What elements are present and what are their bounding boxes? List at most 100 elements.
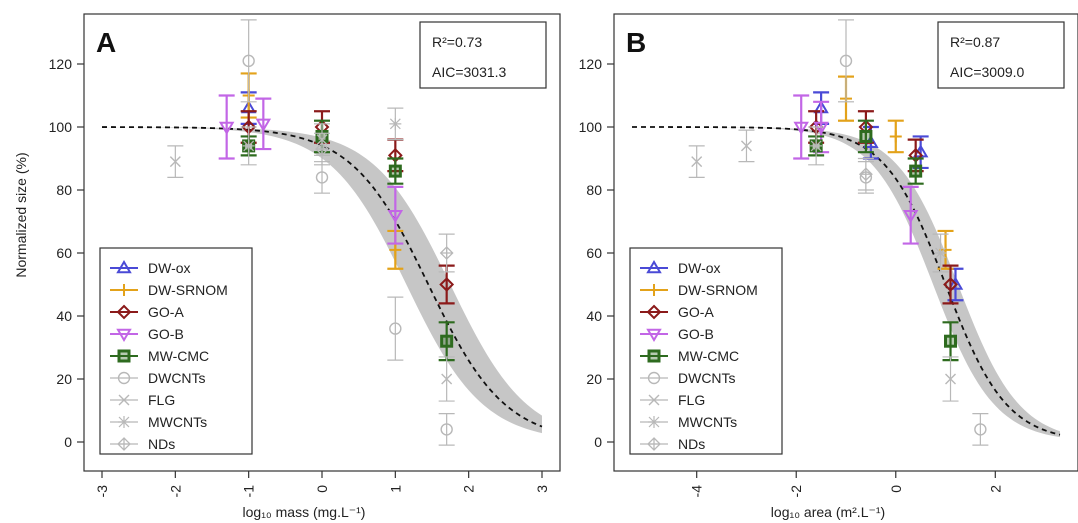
legend-label: GO-A [678, 304, 714, 320]
legend-marker [647, 371, 661, 385]
legend-label: MW-CMC [148, 348, 209, 364]
confidence-band [632, 127, 1060, 438]
data-point [439, 277, 455, 292]
data-point [387, 210, 404, 224]
x-tick-label: 2 [461, 485, 477, 493]
legend-label: DW-ox [678, 260, 721, 276]
x-tick-label: 0 [888, 485, 904, 493]
legend-item: DWCNTs [640, 370, 736, 386]
legend-label: DW-SRNOM [148, 282, 228, 298]
legend-item: MW-CMC [640, 348, 739, 364]
y-tick-label: 40 [56, 308, 72, 324]
legend-label: FLG [148, 392, 175, 408]
data-point [315, 142, 329, 156]
x-tick-label: 2 [987, 485, 1003, 493]
legend-item: GO-A [640, 304, 714, 320]
legend-marker [646, 328, 662, 342]
error-bar [387, 296, 404, 361]
legend-item: MW-CMC [110, 348, 209, 364]
data-point [858, 167, 873, 182]
fit-group [631, 126, 1061, 438]
y-tick-label: 40 [586, 308, 602, 324]
x-tick-label: 0 [314, 485, 330, 493]
legend-item: DW-SRNOM [640, 282, 758, 298]
data-point [255, 118, 272, 132]
data-point [389, 322, 402, 335]
legend-label: MWCNTs [678, 414, 737, 430]
error-bar [218, 94, 235, 160]
legend-marker [117, 437, 131, 451]
data-point [974, 423, 987, 436]
data-point [793, 121, 809, 135]
data-point [939, 243, 952, 256]
data-point [242, 54, 255, 68]
y-tick-label: 120 [49, 56, 73, 72]
legend-item: DWCNTs [110, 370, 206, 386]
data-point [902, 210, 919, 224]
error-bar [387, 157, 404, 185]
x-tick-label: -2 [167, 485, 183, 498]
error-bar [438, 413, 455, 446]
legend-label: GO-B [148, 326, 184, 342]
data-point [440, 334, 454, 348]
y-axis-label: Normalized size (%) [13, 152, 29, 277]
legend-label: MW-CMC [678, 348, 739, 364]
x-axis-label: log₁₀ area (m².L⁻¹) [771, 504, 885, 520]
series-NDs [857, 157, 874, 191]
data-point [242, 139, 255, 152]
legend-marker [648, 416, 660, 428]
stats-box [419, 21, 547, 89]
x-tick-label: -3 [94, 485, 110, 498]
data-point [813, 121, 829, 135]
error-bar [387, 185, 404, 245]
legend-label: DWCNTs [148, 370, 206, 386]
legend-label: GO-A [148, 304, 184, 320]
legend-item: DW-SRNOM [110, 282, 228, 298]
data-point [439, 246, 454, 260]
x-tick-label: 3 [534, 485, 550, 493]
data-point [839, 54, 853, 68]
error-bar [907, 157, 924, 185]
panel-letter: B [626, 27, 646, 58]
legend-marker [116, 304, 132, 320]
data-point [944, 334, 958, 348]
legend-label: DWCNTs [678, 370, 736, 386]
y-tick-label: 60 [56, 245, 72, 261]
series-NDs [314, 132, 455, 273]
legend-marker [646, 304, 662, 320]
legend-marker [646, 260, 662, 274]
data-point [441, 373, 453, 385]
error-bar [902, 185, 919, 245]
error-bar [972, 413, 989, 446]
data-point [810, 139, 823, 152]
y-tick-label: 20 [586, 371, 602, 387]
panel-A: 0 20 40 60 80 100 120 -3 -2 -1 0 1 2 3 log₁₀ mass (mg.… [49, 13, 561, 520]
legend-item: MWCNTs [640, 414, 737, 430]
error-bar [857, 119, 874, 154]
data-point [169, 156, 181, 168]
data-point [389, 243, 402, 256]
plot-frame [613, 13, 1078, 472]
series-MWCNTs [808, 126, 949, 273]
data-point [909, 164, 923, 178]
aic-label: AIC=3031.3 [432, 64, 507, 80]
y-tick-label: 20 [56, 371, 72, 387]
y-tick-label: 0 [594, 434, 602, 450]
legend-marker [118, 394, 130, 406]
error-bar [942, 264, 959, 305]
x-tick-label: 1 [387, 485, 403, 493]
fit-group [101, 126, 543, 434]
x-tick-label: -1 [241, 485, 257, 498]
r-squared-label: R²=0.87 [950, 34, 1000, 50]
data-point [218, 121, 235, 135]
fit-curve [101, 126, 543, 428]
legend-item: DW-ox [110, 260, 191, 276]
legend-label: NDs [678, 436, 705, 452]
stats-box [937, 21, 1065, 89]
error-bar [255, 97, 272, 151]
error-bar [793, 94, 810, 160]
legend: DW-ox DW-SRNOM GO-A GO-B MW-CMC DWCNTs FLG MWCN… [629, 247, 783, 455]
data-point [934, 247, 947, 259]
data-point [691, 156, 703, 168]
